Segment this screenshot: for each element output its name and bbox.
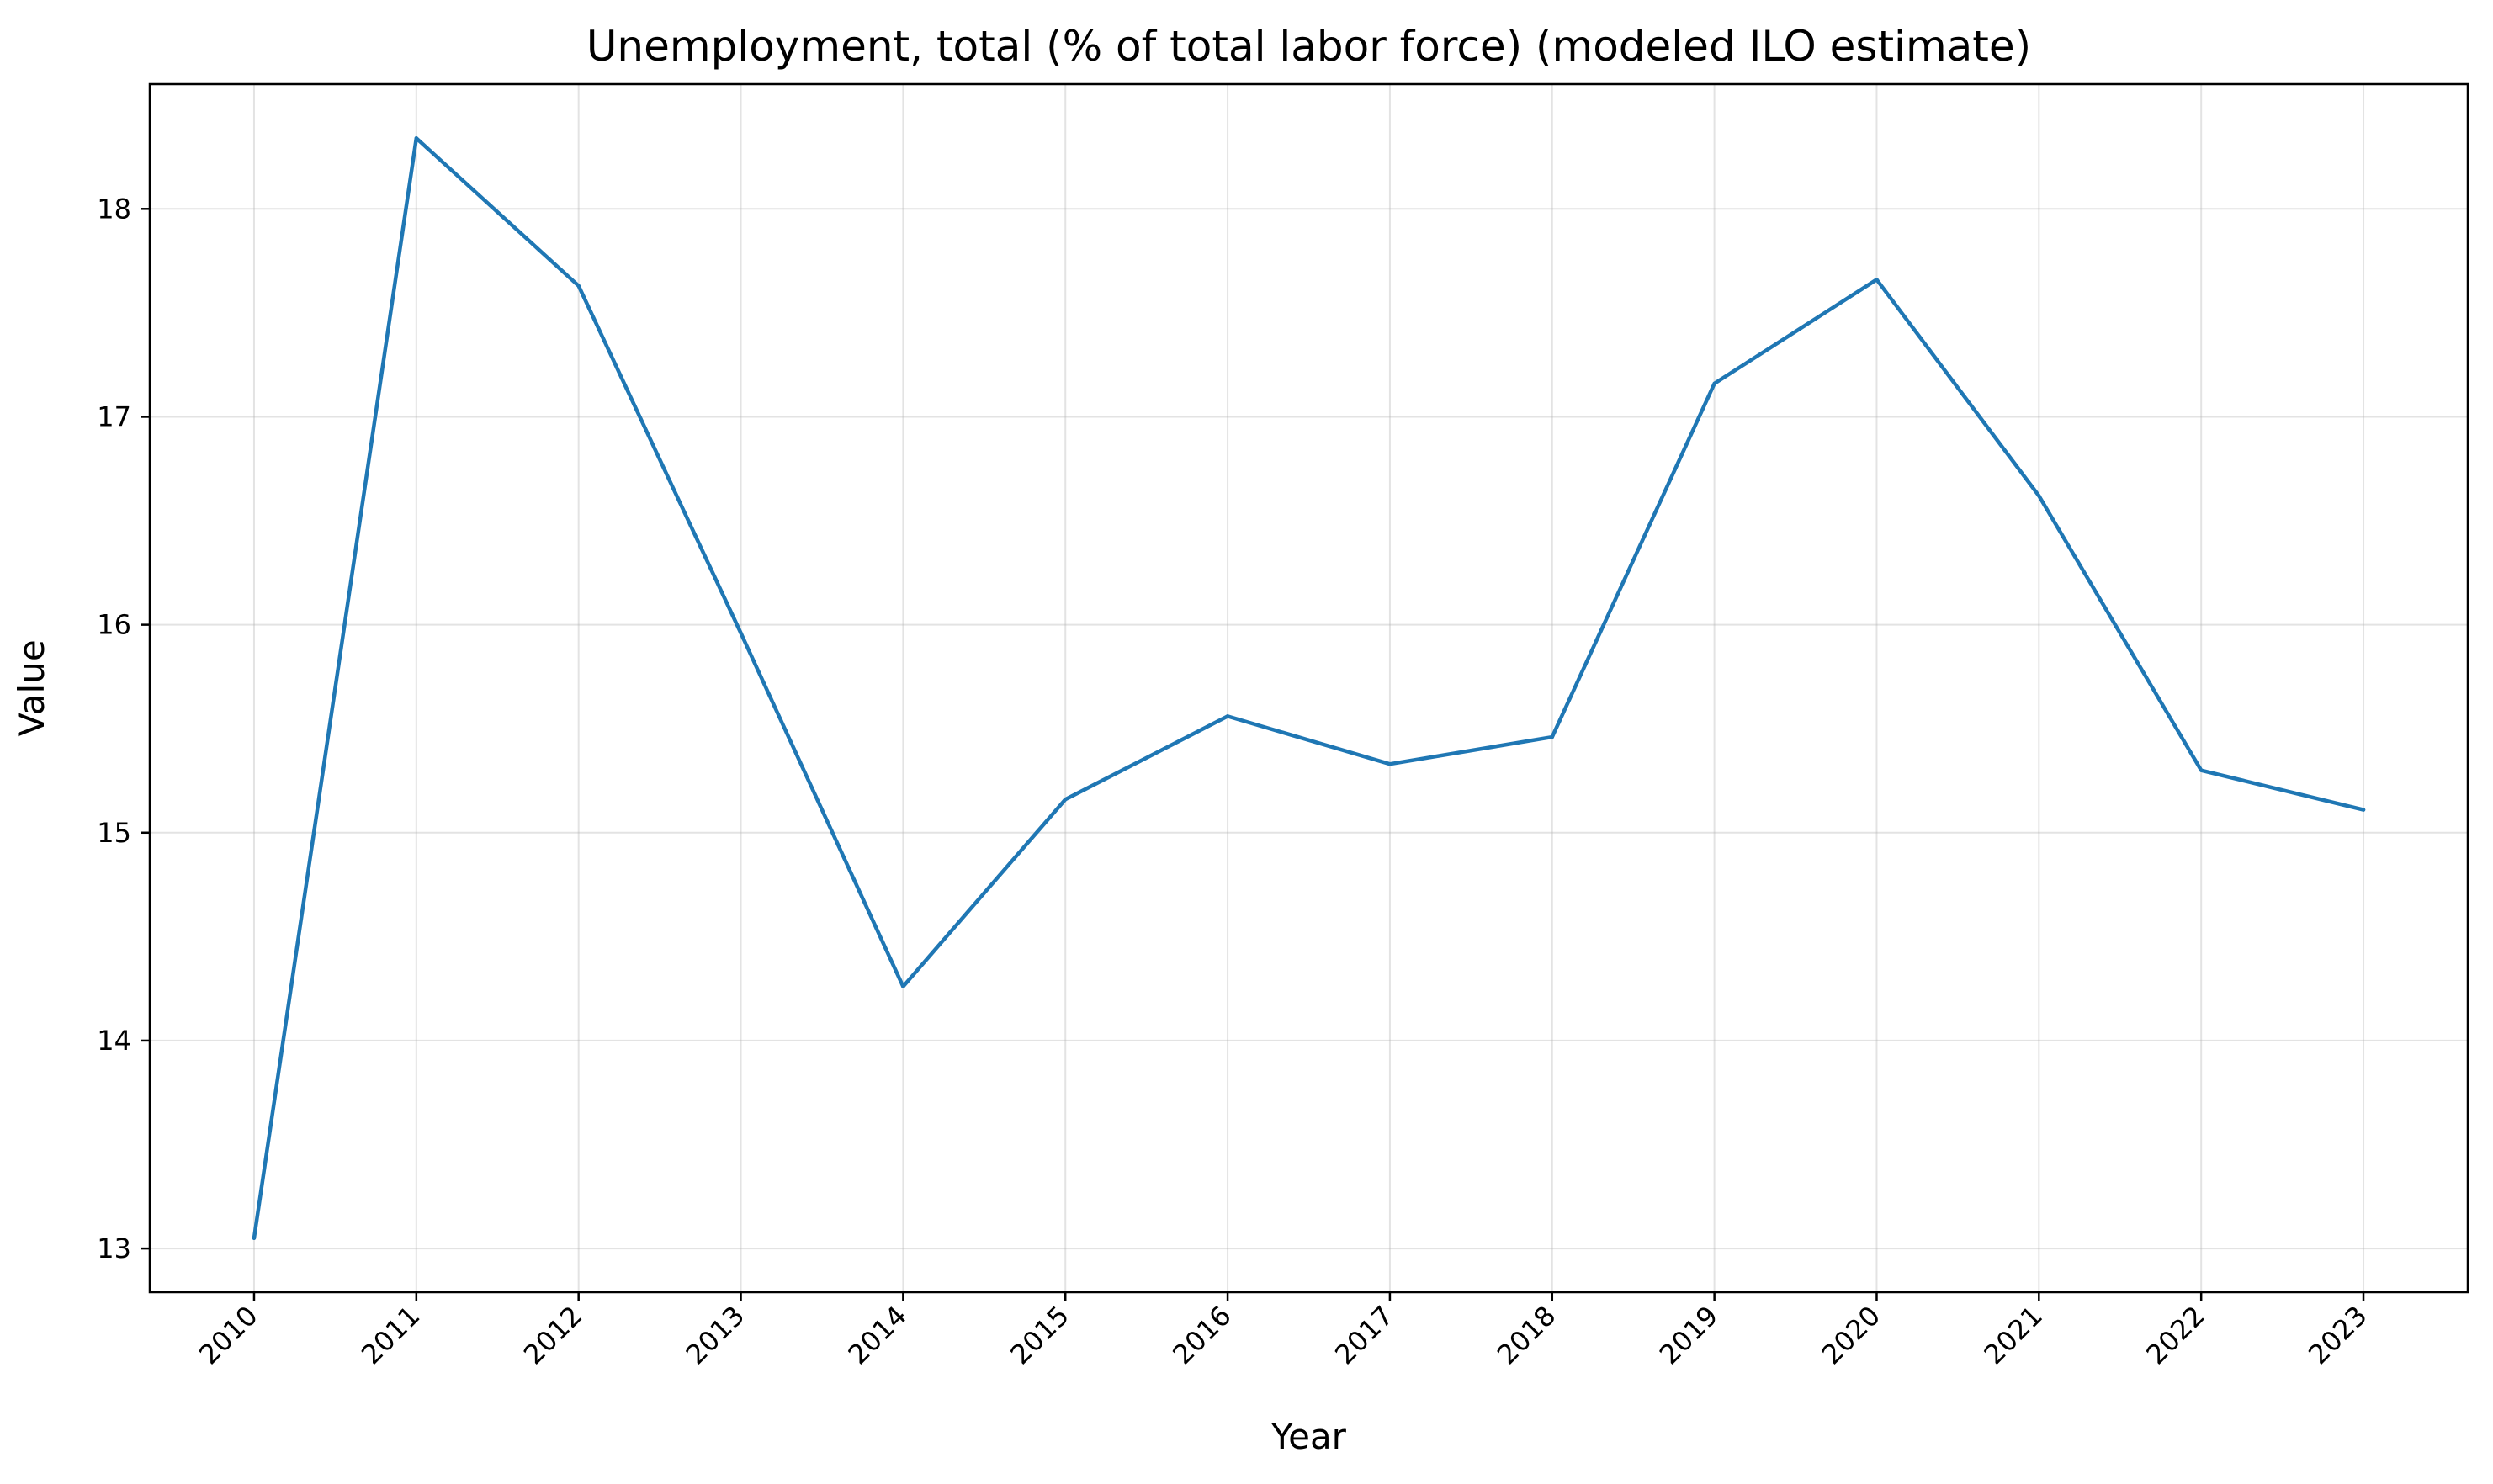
x-axis-label: Year [1270,1416,1347,1457]
data-point [1550,734,1554,739]
data-point [576,284,581,288]
y-axis-label: Value [11,639,52,736]
series-line [252,136,2366,1240]
y-tick-label: 17 [97,400,131,432]
data-point [1875,278,1879,282]
data-point [1387,762,1392,766]
y-tick-label: 18 [97,193,131,225]
data-point [414,136,419,140]
data-point [739,631,743,635]
data-point [1064,798,1068,802]
series-layer [252,136,2366,1240]
y-tick-label: 16 [97,609,131,641]
y-axis-ticks: 13 14 15 16 17 18 [97,193,150,1264]
y-tick-label: 14 [97,1025,131,1057]
y-tick-label: 15 [97,817,131,849]
y-tick-label: 13 [97,1232,131,1264]
data-point [1225,714,1230,718]
grid [150,84,2468,1292]
data-point [2361,808,2366,812]
data-point [901,984,905,988]
chart-title: Unemployment, total (% of total labor fo… [586,22,2031,71]
data-point [1712,381,1716,386]
data-point [2037,494,2041,498]
data-point [252,1236,257,1240]
plot-frame [148,82,2469,1294]
data-point [2199,768,2204,772]
